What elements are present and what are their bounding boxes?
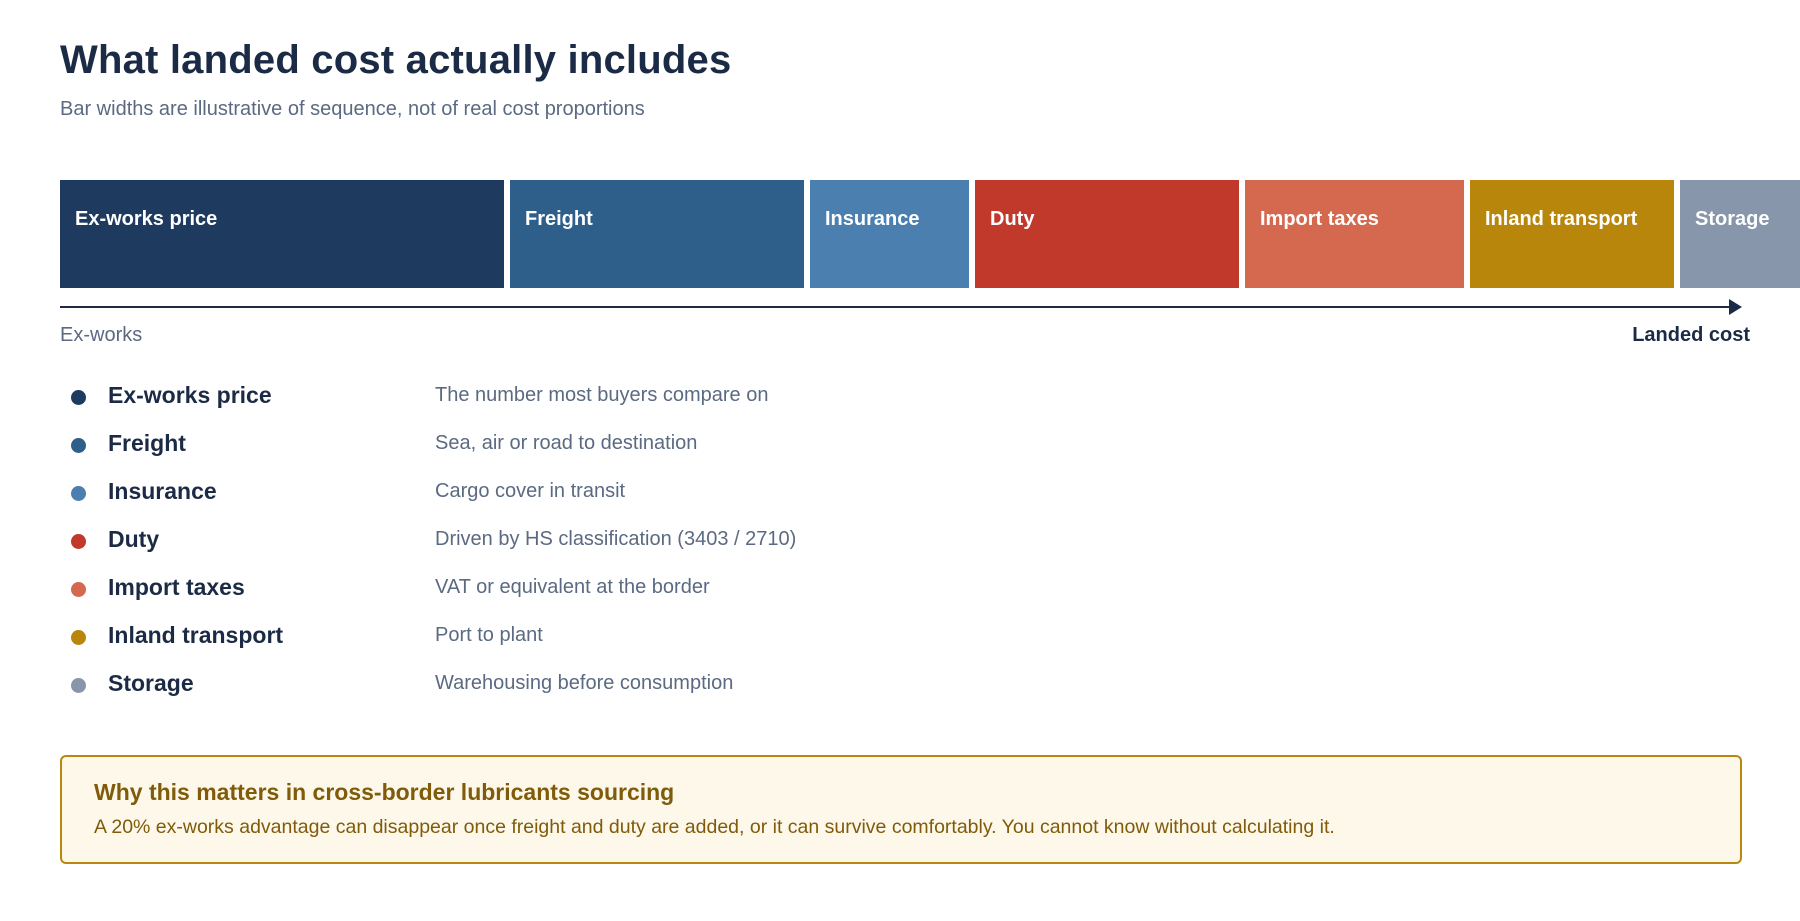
legend-description: Sea, air or road to destination [435,432,698,454]
legend-item-ex-works-price: Ex-works price The number most buyers co… [60,379,960,427]
legend-item-insurance: Insurance Cargo cover in transit [60,475,960,523]
legend-dot-icon [71,534,86,549]
axis-start-label: Ex-works [60,324,143,346]
legend: Ex-works price The number most buyers co… [60,379,960,715]
legend-item-storage: Storage Warehousing before consumption [60,667,960,715]
segment-ex-works-price: Ex-works price [60,180,504,288]
legend-dot-icon [71,678,86,693]
legend-description: Driven by HS classification (3403 / 2710… [435,528,797,550]
segment-label: Insurance [825,208,920,230]
legend-dot-icon [71,438,86,453]
segment-storage: Storage [1680,180,1800,288]
callout-body: A 20% ex-works advantage can disappear o… [94,816,1335,838]
segment-label: Inland transport [1485,208,1638,230]
legend-label: Inland transport [108,622,284,648]
axis-end-label: Landed cost [1632,324,1750,346]
segment-import-taxes: Import taxes [1245,180,1464,288]
segment-label: Storage [1695,208,1770,230]
legend-label: Insurance [108,478,217,504]
legend-item-freight: Freight Sea, air or road to destination [60,427,960,475]
legend-description: VAT or equivalent at the border [435,576,710,598]
page-title: What landed cost actually includes [60,38,732,82]
callout-title: Why this matters in cross-border lubrica… [94,779,675,805]
page-subtitle: Bar widths are illustrative of sequence,… [60,98,645,120]
legend-description: Cargo cover in transit [435,480,626,502]
legend-item-import-taxes: Import taxes VAT or equivalent at the bo… [60,571,960,619]
sequence-axis-line [60,306,1730,308]
legend-label: Ex-works price [108,382,272,408]
callout-box: Why this matters in cross-border lubrica… [60,755,1742,864]
legend-item-duty: Duty Driven by HS classification (3403 /… [60,523,960,571]
segment-freight: Freight [510,180,804,288]
segment-label: Import taxes [1260,208,1379,230]
legend-label: Freight [108,430,186,456]
legend-description: Warehousing before consumption [435,672,734,694]
legend-dot-icon [71,630,86,645]
segment-label: Duty [990,208,1035,230]
segment-label: Freight [525,208,593,230]
legend-dot-icon [71,390,86,405]
cost-stack-bar: Ex-works price Freight Insurance Duty Im… [60,180,1800,288]
legend-description: The number most buyers compare on [435,384,769,406]
legend-dot-icon [71,486,86,501]
legend-dot-icon [71,582,86,597]
legend-label: Storage [108,670,194,696]
legend-label: Import taxes [108,574,245,600]
segment-insurance: Insurance [810,180,969,288]
segment-inland-transport: Inland transport [1470,180,1674,288]
segment-duty: Duty [975,180,1239,288]
legend-item-inland-transport: Inland transport Port to plant [60,619,960,667]
segment-label: Ex-works price [75,208,218,230]
legend-label: Duty [108,526,160,552]
arrow-right-icon [1729,299,1742,315]
legend-description: Port to plant [435,624,543,646]
